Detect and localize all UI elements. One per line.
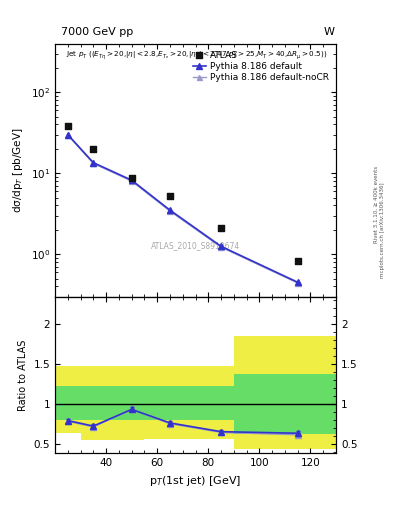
ATLAS — [90, 145, 97, 153]
Pythia 8.186 default-noCR — [129, 178, 134, 184]
Pythia 8.186 default — [168, 207, 173, 213]
ATLAS — [129, 174, 135, 182]
Pythia 8.186 default — [219, 243, 223, 249]
Pythia 8.186 default-noCR — [168, 208, 173, 214]
Pythia 8.186 default-noCR — [219, 244, 223, 250]
Text: Jet $p_T$ (($E_{T\eta}$$>$20,|$\eta$|$<$2.8,$E_{T_e}$$>$20,|$\eta_e$|$<$2.47,$p_: Jet $p_T$ (($E_{T\eta}$$>$20,|$\eta$|$<$… — [66, 50, 328, 62]
Legend: ATLAS, Pythia 8.186 default, Pythia 8.186 default-noCR: ATLAS, Pythia 8.186 default, Pythia 8.18… — [190, 48, 332, 85]
Text: Rivet 3.1.10, ≥ 400k events: Rivet 3.1.10, ≥ 400k events — [374, 166, 379, 243]
Pythia 8.186 default — [129, 177, 134, 183]
Pythia 8.186 default — [65, 132, 70, 138]
Pythia 8.186 default-noCR — [91, 160, 96, 166]
Pythia 8.186 default — [91, 160, 96, 166]
ATLAS — [218, 224, 224, 232]
Y-axis label: Ratio to ATLAS: Ratio to ATLAS — [18, 339, 28, 411]
Line: Pythia 8.186 default-noCR: Pythia 8.186 default-noCR — [65, 133, 301, 286]
Pythia 8.186 default — [296, 279, 300, 285]
ATLAS — [295, 257, 301, 265]
Text: 7000 GeV pp: 7000 GeV pp — [61, 27, 133, 37]
Y-axis label: dσ/dp$_T$ [pb/GeV]: dσ/dp$_T$ [pb/GeV] — [11, 127, 25, 212]
Text: ATLAS_2010_S8919674: ATLAS_2010_S8919674 — [151, 242, 240, 250]
Pythia 8.186 default-noCR — [296, 280, 300, 286]
Line: Pythia 8.186 default: Pythia 8.186 default — [65, 132, 301, 285]
Text: W: W — [324, 27, 335, 37]
X-axis label: p$_T$(1st jet) [GeV]: p$_T$(1st jet) [GeV] — [149, 474, 242, 487]
ATLAS — [64, 122, 71, 131]
ATLAS — [167, 192, 173, 200]
Pythia 8.186 default-noCR — [65, 132, 70, 138]
Text: mcplots.cern.ch [arXiv:1306.3436]: mcplots.cern.ch [arXiv:1306.3436] — [380, 183, 385, 278]
